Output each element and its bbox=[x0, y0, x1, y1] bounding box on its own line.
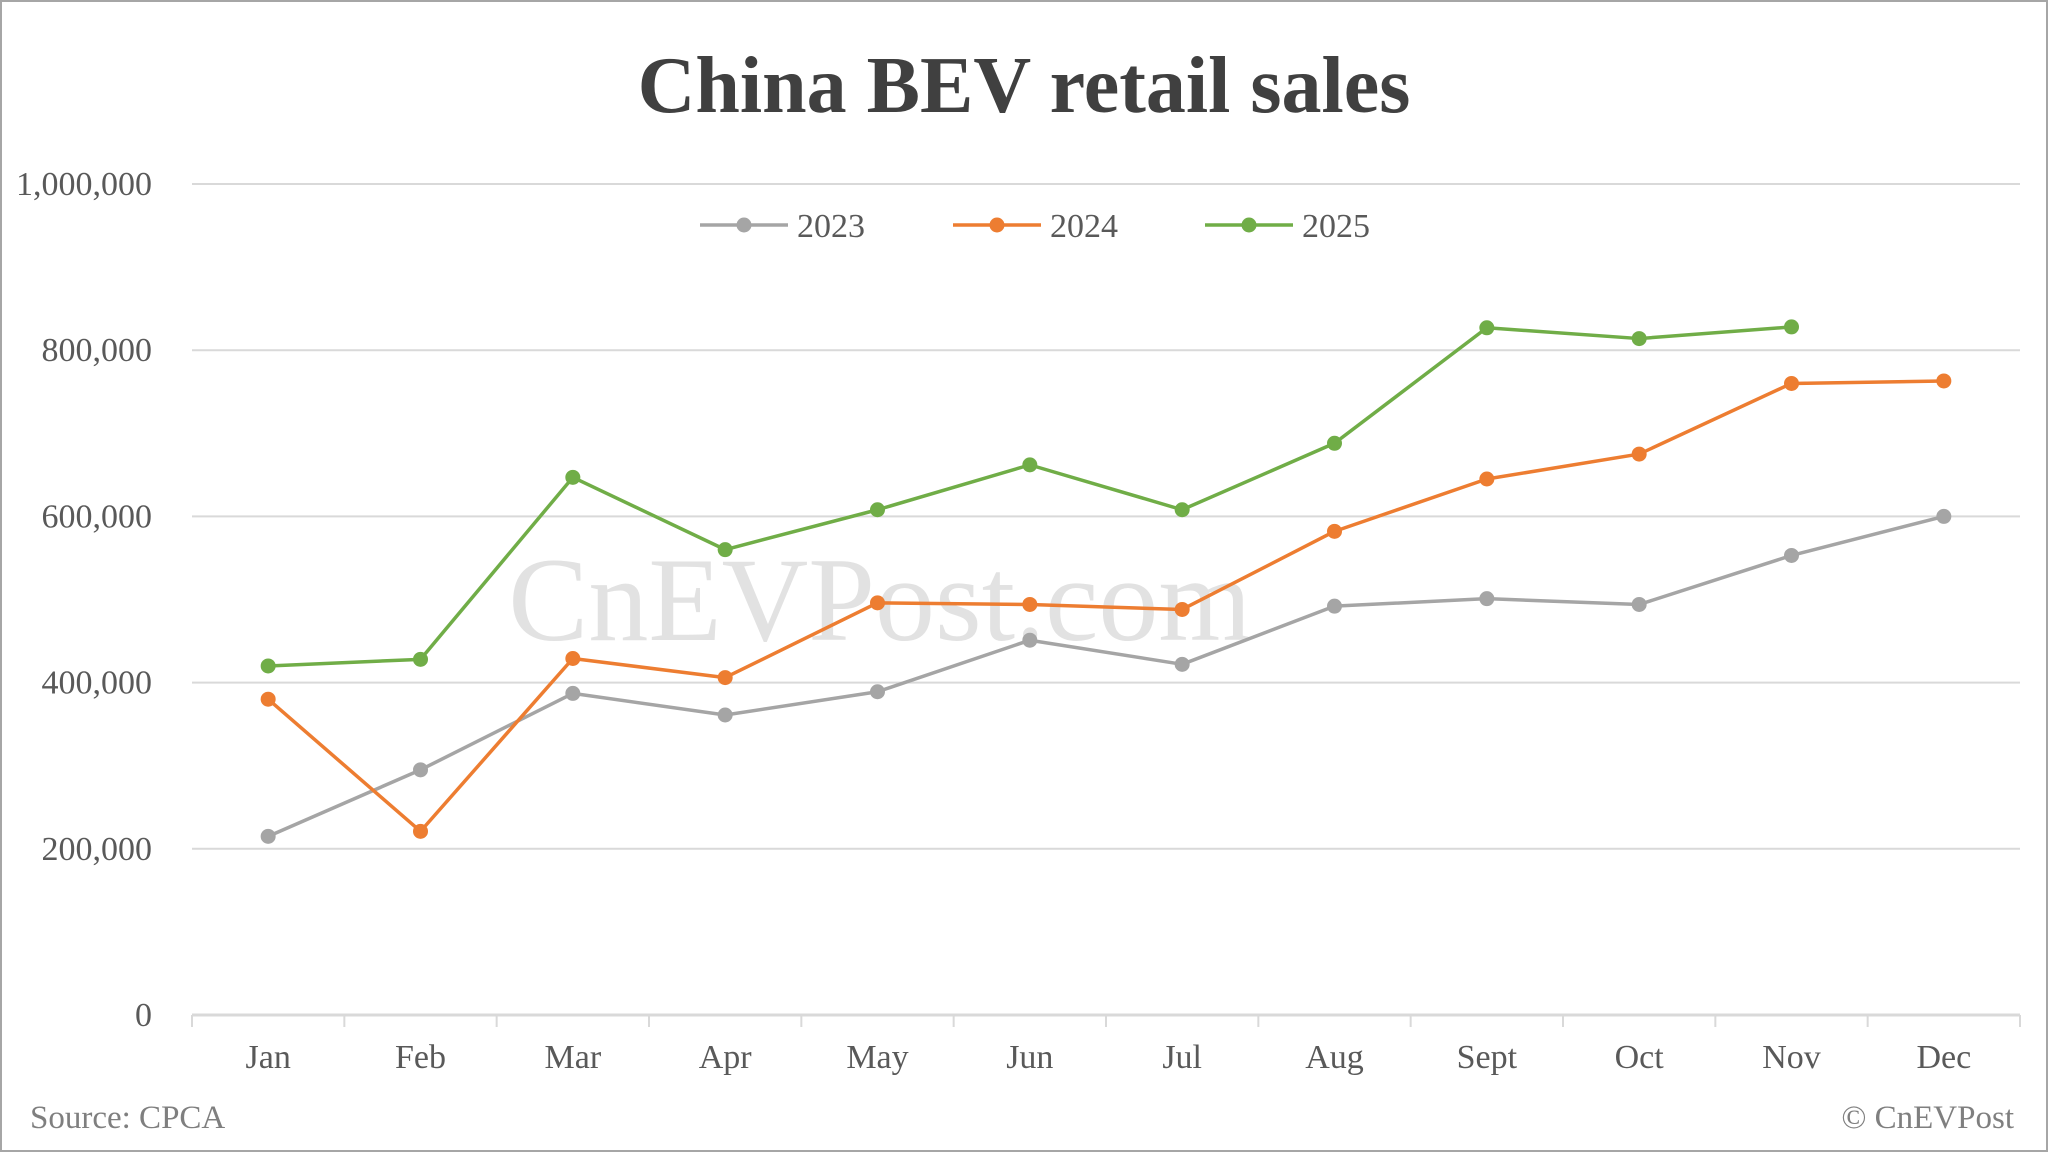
data-point bbox=[413, 823, 428, 839]
data-point bbox=[1022, 596, 1038, 612]
x-tick-label: May bbox=[846, 1039, 908, 1076]
legend-marker-icon bbox=[989, 217, 1005, 233]
data-point bbox=[1631, 331, 1647, 347]
y-tick-label: 800,000 bbox=[42, 332, 153, 369]
x-tick-label: Nov bbox=[1762, 1039, 1821, 1076]
data-point bbox=[1936, 508, 1952, 524]
data-point bbox=[1784, 547, 1799, 563]
data-point bbox=[565, 469, 581, 485]
x-tick-label: Mar bbox=[545, 1039, 602, 1076]
legend-label: 2024 bbox=[1050, 208, 1118, 245]
data-point bbox=[1174, 656, 1190, 672]
x-axis: Jan Feb Mar Apr May Jun Jul Aug Sept Oct Nov Dec bbox=[191, 1013, 2021, 1076]
y-tick-label: 400,000 bbox=[42, 665, 153, 702]
series-2024 bbox=[260, 373, 1952, 839]
legend-item-2024: 2024 bbox=[953, 208, 1118, 245]
data-point bbox=[870, 502, 885, 518]
legend-item-2023: 2023 bbox=[700, 208, 865, 245]
data-point bbox=[1327, 598, 1342, 614]
x-tick-label: Jun bbox=[1006, 1039, 1053, 1076]
series-line bbox=[267, 379, 1944, 834]
data-point bbox=[1022, 632, 1038, 648]
legend-label: 2023 bbox=[797, 208, 865, 245]
data-point bbox=[717, 542, 733, 558]
x-tick-label: Jul bbox=[1162, 1039, 1202, 1076]
data-point bbox=[1479, 320, 1495, 336]
data-point bbox=[1022, 457, 1038, 473]
data-point bbox=[1631, 446, 1647, 462]
legend: 2023 2024 2025 bbox=[700, 208, 1370, 245]
data-series bbox=[260, 319, 1952, 844]
data-point bbox=[870, 595, 885, 611]
x-tick-label: Oct bbox=[1615, 1039, 1665, 1076]
legend-label: 2025 bbox=[1302, 208, 1370, 245]
copyright-note: © CnEVPost bbox=[1841, 1100, 2014, 1136]
y-tick-label: 0 bbox=[135, 997, 152, 1034]
data-point bbox=[717, 670, 733, 686]
data-point bbox=[1784, 319, 1799, 335]
data-point bbox=[1784, 375, 1799, 391]
data-point bbox=[1936, 373, 1952, 389]
y-tick-label: 200,000 bbox=[42, 831, 153, 868]
legend-marker-icon bbox=[1241, 217, 1257, 233]
data-point bbox=[1479, 591, 1495, 607]
data-point bbox=[413, 651, 428, 667]
x-tick-label: Apr bbox=[699, 1039, 753, 1076]
data-point bbox=[565, 685, 581, 701]
data-point bbox=[1174, 601, 1190, 617]
data-point bbox=[260, 691, 276, 707]
series-2025 bbox=[260, 319, 1799, 674]
x-tick-label: Aug bbox=[1305, 1039, 1364, 1076]
y-tick-label: 600,000 bbox=[42, 498, 153, 535]
data-point bbox=[260, 658, 276, 674]
data-point bbox=[1174, 502, 1190, 518]
x-tick-label: Sept bbox=[1457, 1039, 1518, 1076]
legend-marker-icon bbox=[736, 217, 752, 233]
data-point bbox=[870, 684, 885, 700]
data-point bbox=[1631, 596, 1647, 612]
data-point bbox=[260, 828, 276, 844]
data-point bbox=[413, 762, 428, 778]
data-point bbox=[565, 651, 581, 667]
data-point bbox=[1327, 435, 1342, 451]
gridlines bbox=[192, 183, 2020, 850]
chart-title: China BEV retail sales bbox=[637, 42, 1411, 130]
series-2023 bbox=[260, 508, 1952, 844]
legend-item-2025: 2025 bbox=[1205, 208, 1370, 245]
series-line bbox=[267, 514, 1945, 838]
y-axis: 0 200,000 400,000 600,000 800,000 1,000,000 bbox=[16, 166, 152, 1034]
y-tick-label: 1,000,000 bbox=[16, 166, 152, 203]
x-tick-label: Dec bbox=[1916, 1039, 1971, 1076]
x-tick-label: Feb bbox=[395, 1039, 446, 1076]
source-note: Source: CPCA bbox=[30, 1100, 226, 1136]
data-point bbox=[717, 707, 733, 723]
data-point bbox=[1479, 471, 1495, 487]
x-tick-label: Jan bbox=[246, 1039, 291, 1076]
data-point bbox=[1327, 523, 1342, 539]
